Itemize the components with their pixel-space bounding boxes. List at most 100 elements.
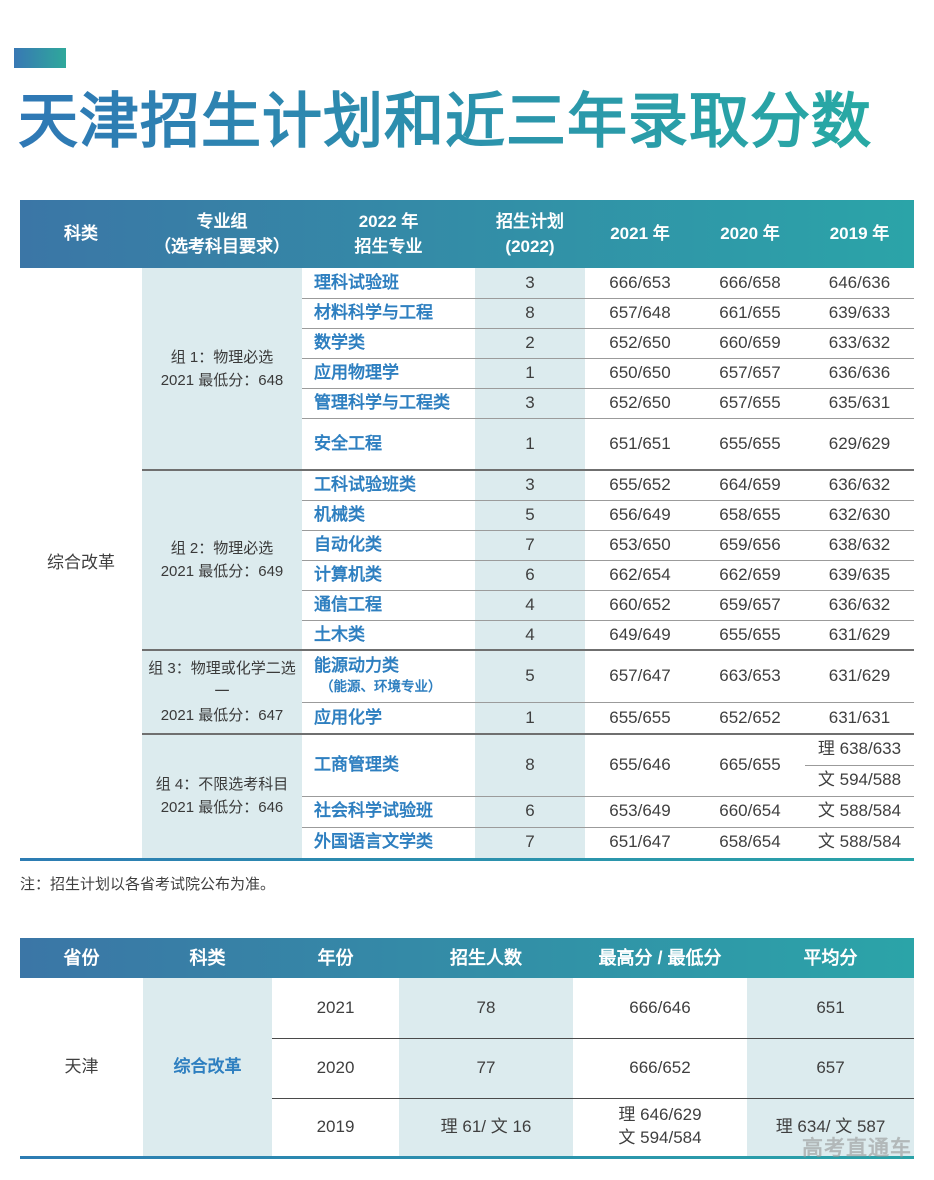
- major-name: 外国语言文学类: [302, 827, 475, 858]
- shaded-column: [143, 978, 272, 1156]
- major-name: 自动化类: [302, 530, 475, 560]
- major-name-text: 能源动力类: [314, 656, 399, 676]
- count-cell: 77: [476, 1057, 496, 1077]
- score-2021: 662/654: [609, 564, 671, 584]
- score-2019: 631/629: [828, 665, 891, 685]
- hi-lo-line: 666/646: [629, 997, 691, 1017]
- score-2019: 639/635: [828, 564, 891, 584]
- score-2021: 666/653: [609, 272, 671, 292]
- group-label-line: 组 3：物理或化学二选一: [148, 660, 296, 701]
- hi-lo-cell: 666/652: [573, 1038, 747, 1098]
- score-2021: 650/650: [609, 362, 671, 382]
- major-name-text: 工商管理类: [314, 754, 399, 774]
- major-name-text: 外国语言文学类: [314, 832, 433, 852]
- major-name-text: 安全工程: [314, 433, 382, 453]
- row-separator: [272, 1038, 914, 1039]
- header-cell: 专业组 （选考科目要求）: [142, 200, 302, 268]
- header-line: 2022 年: [358, 211, 419, 231]
- group-label-line: 2021 最低分：648: [160, 372, 284, 389]
- score-2019-sci: 理 638/633: [817, 739, 902, 759]
- hi-lo-line: 理 646/629: [618, 1105, 702, 1125]
- row-separator: [302, 796, 914, 797]
- score-2021: 657/647: [609, 665, 671, 685]
- major-name: 计算机类: [302, 560, 475, 590]
- header-line: 专业组: [196, 211, 248, 231]
- major-name: 安全工程: [302, 418, 475, 470]
- group-label: 组 4：不限选考科目 2021 最低分：646: [142, 734, 302, 858]
- plan-table-body: 综合改革组 1：物理必选 2021 最低分：648 理科试验班 3 666/653 666…: [20, 268, 914, 858]
- category-cell: 综合改革: [173, 1056, 242, 1076]
- avg-cell: 理 634/ 文 587: [775, 1116, 886, 1136]
- score-2019: 636/632: [828, 474, 891, 494]
- group-label-line: 组 2：物理必选: [170, 539, 274, 557]
- major-name-text: 通信工程: [314, 594, 382, 614]
- score-2020: 652/652: [719, 707, 781, 727]
- row-separator: [302, 358, 914, 359]
- major-name: 通信工程: [302, 590, 475, 620]
- major-name: 工商管理类: [302, 734, 475, 796]
- watermark: 高考直通车: [802, 1137, 912, 1160]
- page-title: 天津招生计划和近三年录取分数: [18, 84, 872, 160]
- header-cell: 2022 年招生专业: [302, 200, 475, 268]
- score-2019: 633/632: [828, 332, 891, 352]
- header-cell: 招生人数: [450, 947, 522, 968]
- score-2020: 664/659: [719, 474, 781, 494]
- plan-table-bottom-border: [20, 858, 914, 861]
- score-2020: 660/654: [719, 801, 781, 821]
- score-2021: 660/652: [609, 594, 671, 614]
- plan-count: 4: [525, 594, 535, 614]
- score-2020: 658/655: [719, 504, 781, 524]
- score-2020: 659/657: [719, 594, 781, 614]
- hi-lo-line: 666/652: [629, 1057, 691, 1077]
- score-2020: 655/655: [719, 433, 781, 453]
- header-line: 招生计划: [496, 211, 564, 231]
- group-label: 组 3：物理或化学二选一 2021 最低分：647: [142, 650, 302, 734]
- hi-lo-line: 文 594/584: [618, 1128, 702, 1147]
- row-separator: [302, 702, 914, 703]
- score-2021: 655/646: [609, 754, 671, 774]
- score-2021: 653/649: [609, 801, 671, 821]
- score-2020: 661/655: [719, 302, 781, 322]
- row-separator: [302, 590, 914, 591]
- score-2019: 文 588/584: [817, 832, 902, 852]
- major-name-text: 数学类: [314, 332, 365, 352]
- group-separator: [142, 733, 914, 735]
- major-name: 材料科学与工程: [302, 298, 475, 328]
- header-line: 招生专业: [354, 237, 423, 256]
- major-name: 管理科学与工程类: [302, 388, 475, 418]
- shaded-column: [399, 978, 573, 1156]
- score-2021: 651/651: [609, 433, 671, 453]
- plan-table-header: 科类 专业组 （选考科目要求） 2022 年招生专业 招生计划 (2022) 2021 年 2…: [20, 200, 914, 268]
- row-separator: [302, 500, 914, 501]
- major-name: 理科试验班: [302, 268, 475, 298]
- plan-count: 1: [525, 707, 535, 727]
- score-2019: 636/636: [828, 362, 891, 382]
- score-2021: 652/650: [609, 332, 671, 352]
- header-cell: 招生计划 (2022): [475, 200, 585, 268]
- plan-count: 5: [525, 504, 535, 524]
- avg-cell: 651: [816, 997, 845, 1017]
- plan-count: 7: [525, 534, 535, 554]
- score-2021: 655/655: [609, 707, 671, 727]
- score-2020: 663/653: [719, 665, 781, 685]
- score-2021: 652/650: [609, 392, 671, 412]
- major-name: 数学类: [302, 328, 475, 358]
- shaded-column-plan: [475, 268, 585, 858]
- score-2019: 632/630: [828, 504, 891, 524]
- admission-summary-table: 省份 科类 年份 招生人数 最高分 / 最低分 平均分 天津 综合改革 2021 78 666/64…: [20, 938, 914, 1159]
- major-name-text: 机械类: [314, 504, 365, 524]
- row-separator: [302, 827, 914, 828]
- group-label-line: 组 4：不限选考科目: [155, 775, 289, 793]
- plan-count: 3: [525, 392, 535, 412]
- major-name-text: 计算机类: [314, 564, 382, 584]
- group-separator: [142, 469, 914, 471]
- header-cell: 2021 年: [585, 200, 695, 268]
- header-cell: 省份: [63, 947, 100, 968]
- score-2019: 636/632: [828, 594, 891, 614]
- province-cell: 天津: [64, 1056, 99, 1076]
- score-2019: 635/631: [828, 392, 891, 412]
- major-name: 应用化学: [302, 702, 475, 734]
- group-separator: [142, 649, 914, 651]
- major-name: 土木类: [302, 620, 475, 650]
- plan-count: 2: [525, 332, 535, 352]
